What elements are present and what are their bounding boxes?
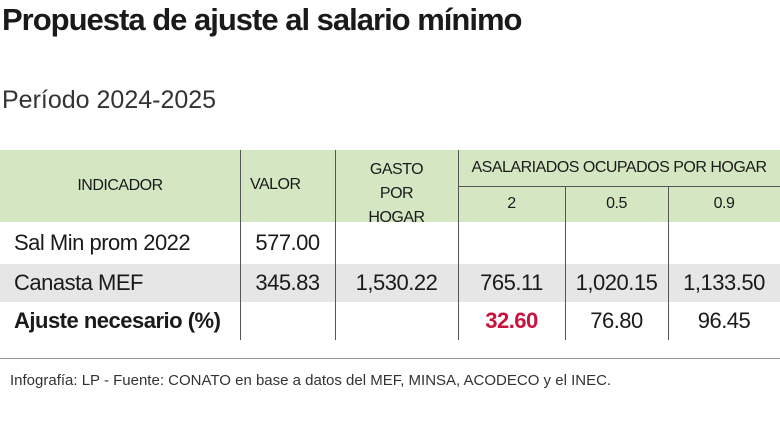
subcolumn-header: 2	[458, 186, 565, 222]
column-divider	[335, 150, 336, 340]
column-header: ASALARIADOS OCUPADOS POR HOGAR	[458, 150, 780, 186]
subcolumn-header: 0.5	[565, 186, 668, 222]
highlighted-value: 32.60	[485, 308, 538, 333]
row-label: Sal Min prom 2022	[14, 230, 191, 255]
row-label: Ajuste necesario (%)	[14, 308, 221, 333]
column-header: GASTO POR HOGAR	[335, 150, 458, 226]
column-header: VALOR	[240, 150, 335, 222]
row-label: Canasta MEF	[14, 270, 144, 295]
column-divider	[565, 186, 566, 340]
value-cell: 1,020.15	[575, 270, 658, 295]
column-header: INDICADOR	[0, 150, 240, 222]
column-divider	[240, 150, 241, 340]
subcolumn-header: 0.9	[668, 186, 780, 222]
value-cell: 765.11	[480, 270, 543, 295]
source-note: Infografía: LP - Fuente: CONATO en base …	[10, 372, 612, 389]
row-divider	[458, 186, 780, 187]
value-cell: 1,133.50	[683, 270, 765, 295]
column-divider	[668, 186, 669, 340]
value-cell: 1,530.22	[355, 270, 438, 295]
value-cell: 577.00	[255, 230, 320, 255]
separator	[0, 358, 780, 359]
value-cell: 96.45	[697, 308, 751, 333]
row-background	[0, 264, 780, 302]
title: Propuesta de ajuste al salario mínimo	[2, 2, 522, 37]
column-divider	[458, 150, 459, 340]
subtitle: Período 2024-2025	[2, 86, 217, 114]
value-cell: 76.80	[590, 308, 643, 333]
value-cell: 345.83	[255, 270, 320, 295]
